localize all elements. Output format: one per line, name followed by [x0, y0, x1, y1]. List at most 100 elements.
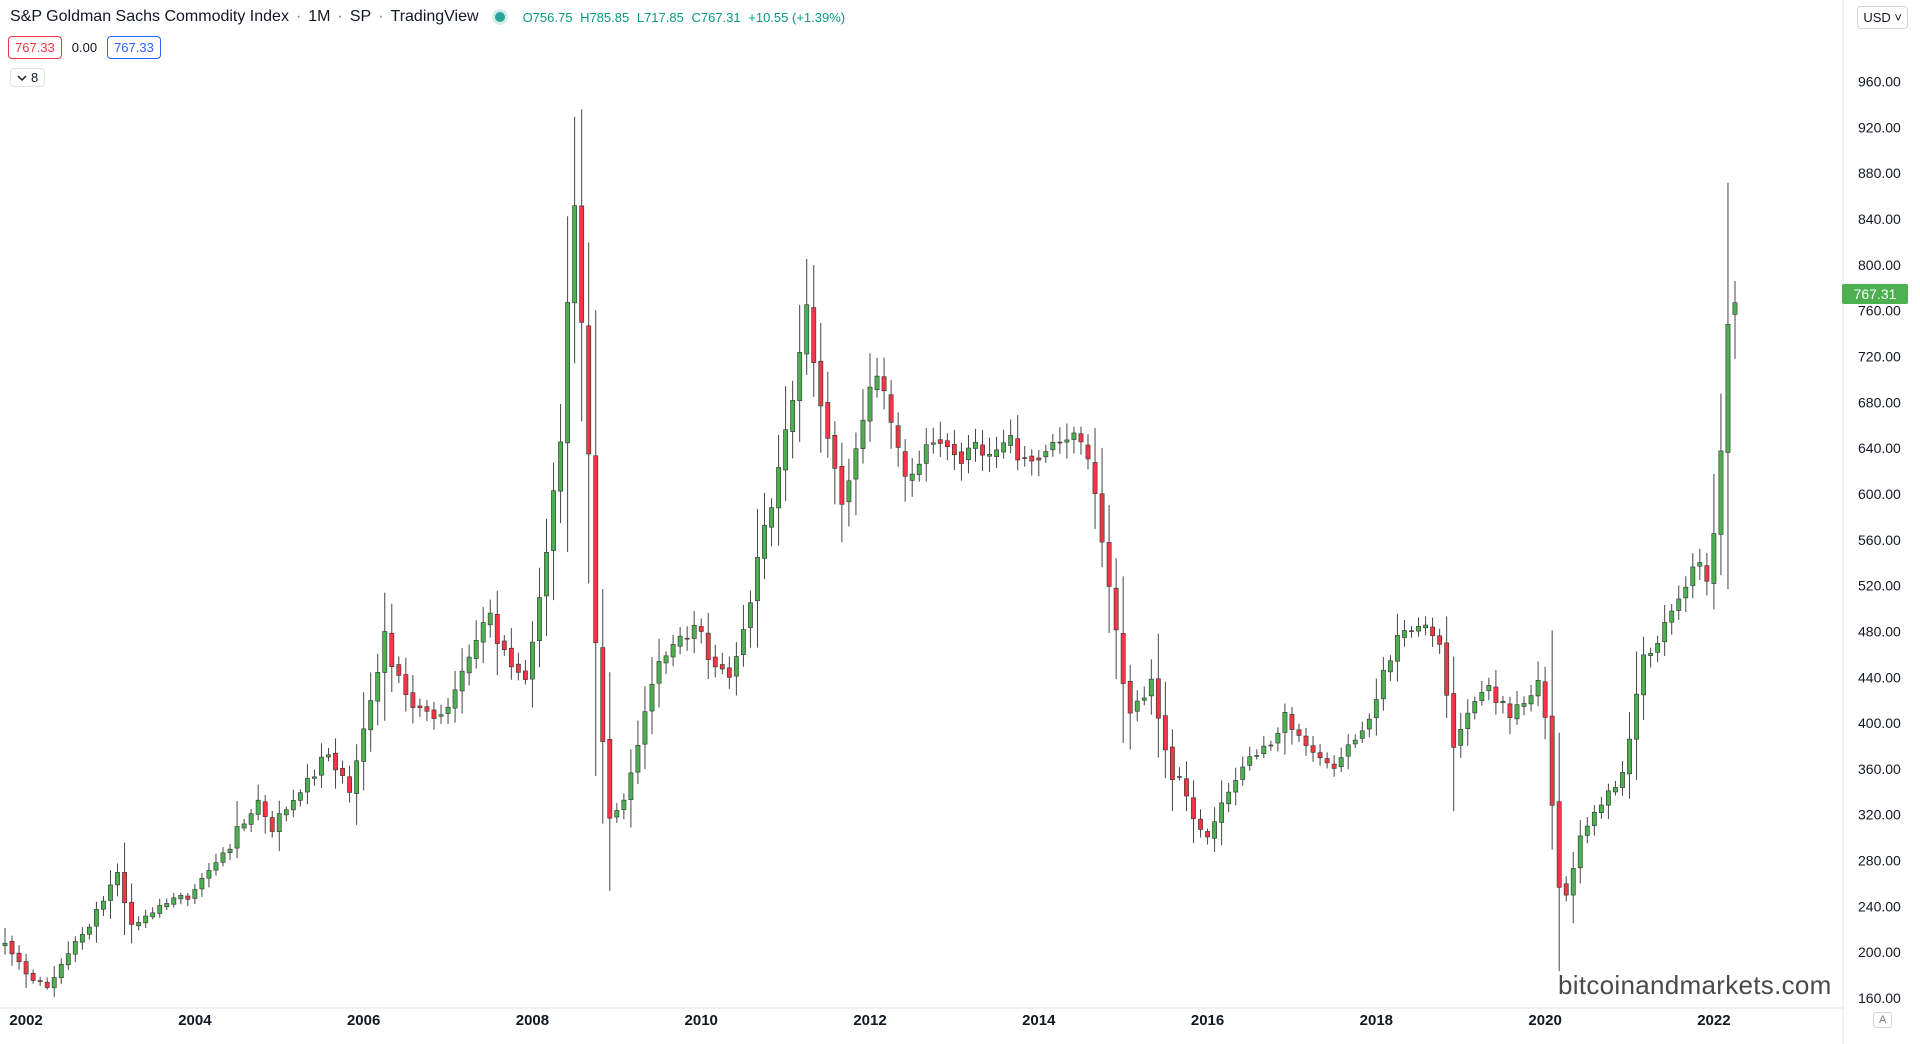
- candle-body-up[interactable]: [354, 760, 360, 794]
- candle-body-up[interactable]: [213, 862, 219, 871]
- candle-body-up[interactable]: [438, 714, 444, 717]
- candle-body-down[interactable]: [1303, 735, 1309, 746]
- candle-body-up[interactable]: [220, 852, 226, 863]
- candle-body-up[interactable]: [1141, 697, 1147, 701]
- candle-body-up[interactable]: [1591, 812, 1597, 826]
- candle-body-down[interactable]: [1317, 752, 1323, 759]
- candle-body-down[interactable]: [593, 455, 599, 644]
- candle-body-up[interactable]: [361, 728, 367, 762]
- candle-body-up[interactable]: [1598, 804, 1604, 814]
- candle-body-down[interactable]: [726, 667, 732, 678]
- candle-body-up[interactable]: [614, 810, 620, 818]
- candle-body-up[interactable]: [642, 711, 648, 745]
- candle-body-down[interactable]: [1099, 493, 1105, 543]
- candle-body-up[interactable]: [874, 375, 880, 391]
- candle-body-up[interactable]: [164, 903, 170, 908]
- candle-body-up[interactable]: [1219, 802, 1225, 823]
- candle-body-up[interactable]: [1676, 598, 1682, 611]
- candle-body-up[interactable]: [459, 670, 465, 692]
- candle-body-down[interactable]: [522, 670, 528, 680]
- candle-body-up[interactable]: [65, 953, 71, 966]
- candle-body-up[interactable]: [1373, 699, 1379, 719]
- candle-body-down[interactable]: [1444, 642, 1450, 696]
- candle-body-up[interactable]: [741, 629, 746, 655]
- candle-body-up[interactable]: [150, 912, 156, 918]
- candle-body-down[interactable]: [262, 801, 268, 817]
- candle-body-up[interactable]: [551, 490, 556, 551]
- candle-body-down[interactable]: [1704, 565, 1710, 582]
- candle-body-up[interactable]: [312, 776, 317, 779]
- candle-body-down[interactable]: [1191, 797, 1196, 820]
- candle-body-up[interactable]: [276, 813, 282, 832]
- candle-body-up[interactable]: [304, 778, 310, 793]
- candle-body-down[interactable]: [980, 444, 985, 456]
- candle-body-up[interactable]: [143, 915, 149, 924]
- candle-body-down[interactable]: [1507, 703, 1513, 719]
- candle-body-up[interactable]: [248, 813, 254, 825]
- candle-body-up[interactable]: [1338, 757, 1344, 768]
- candle-body-up[interactable]: [1535, 679, 1541, 697]
- candle-body-down[interactable]: [1155, 678, 1161, 719]
- candle-body-down[interactable]: [508, 647, 514, 668]
- candle-body-up[interactable]: [1732, 302, 1738, 315]
- candle-body-up[interactable]: [733, 656, 739, 677]
- candle-body-up[interactable]: [1226, 791, 1232, 805]
- candle-body-up[interactable]: [1387, 660, 1393, 673]
- candle-body-down[interactable]: [501, 640, 507, 650]
- candle-body-up[interactable]: [319, 756, 324, 776]
- candle-body-up[interactable]: [283, 809, 289, 816]
- candle-body-down[interactable]: [811, 307, 817, 363]
- candle-body-up[interactable]: [1008, 435, 1014, 446]
- candle-body-up[interactable]: [762, 525, 767, 559]
- candle-body-up[interactable]: [1514, 704, 1520, 720]
- candle-body-down[interactable]: [1409, 630, 1414, 632]
- candle-body-up[interactable]: [537, 597, 542, 642]
- candle-body-up[interactable]: [1613, 787, 1618, 793]
- candle-body-up[interactable]: [1570, 868, 1576, 896]
- candle-body-up[interactable]: [1718, 450, 1724, 535]
- candle-body-up[interactable]: [1627, 738, 1632, 775]
- candle-body-up[interactable]: [572, 205, 578, 304]
- candle-body-down[interactable]: [1310, 745, 1316, 753]
- candle-body-down[interactable]: [600, 647, 606, 742]
- candle-body-up[interactable]: [1380, 669, 1386, 700]
- candle-body-down[interactable]: [1113, 587, 1119, 631]
- candle-body-up[interactable]: [1050, 442, 1056, 451]
- candle-body-down[interactable]: [340, 768, 345, 776]
- candle-body-down[interactable]: [122, 872, 127, 904]
- candle-body-up[interactable]: [628, 772, 634, 800]
- candle-body-down[interactable]: [347, 776, 353, 793]
- candle-body-down[interactable]: [30, 972, 36, 981]
- candle-body-up[interactable]: [783, 429, 789, 471]
- candle-body-up[interactable]: [157, 905, 163, 914]
- candle-body-up[interactable]: [1655, 643, 1661, 653]
- candle-body-up[interactable]: [776, 467, 781, 509]
- candle-body-up[interactable]: [1690, 566, 1696, 586]
- candle-body-down[interactable]: [1205, 831, 1210, 838]
- candle-body-down[interactable]: [424, 706, 430, 712]
- candle-body-up[interactable]: [1359, 730, 1365, 739]
- candle-body-down[interactable]: [185, 895, 191, 900]
- candle-body-up[interactable]: [1697, 562, 1703, 567]
- candle-body-down[interactable]: [712, 656, 718, 668]
- candle-body-down[interactable]: [333, 752, 338, 771]
- candle-body-down[interactable]: [129, 901, 134, 925]
- candle-body-down[interactable]: [684, 637, 690, 640]
- candle-body-down[interactable]: [1184, 778, 1189, 797]
- candle-body-down[interactable]: [1078, 433, 1084, 443]
- candle-body-up[interactable]: [909, 473, 915, 481]
- candle-body-up[interactable]: [1177, 776, 1182, 778]
- candle-body-down[interactable]: [881, 376, 887, 392]
- candle-body-down[interactable]: [1092, 462, 1098, 494]
- candle-body-up[interactable]: [1043, 451, 1049, 458]
- candle-body-down[interactable]: [1015, 438, 1021, 461]
- candle-body-up[interactable]: [1620, 772, 1625, 788]
- candle-body-up[interactable]: [199, 878, 205, 890]
- candle-body-up[interactable]: [290, 800, 296, 811]
- candle-body-up[interactable]: [1423, 624, 1428, 629]
- candle-body-up[interactable]: [565, 302, 571, 444]
- candle-body-down[interactable]: [1542, 681, 1548, 718]
- candle-body-up[interactable]: [558, 441, 563, 492]
- candle-body-up[interactable]: [51, 977, 57, 989]
- candle-body-down[interactable]: [1162, 715, 1168, 751]
